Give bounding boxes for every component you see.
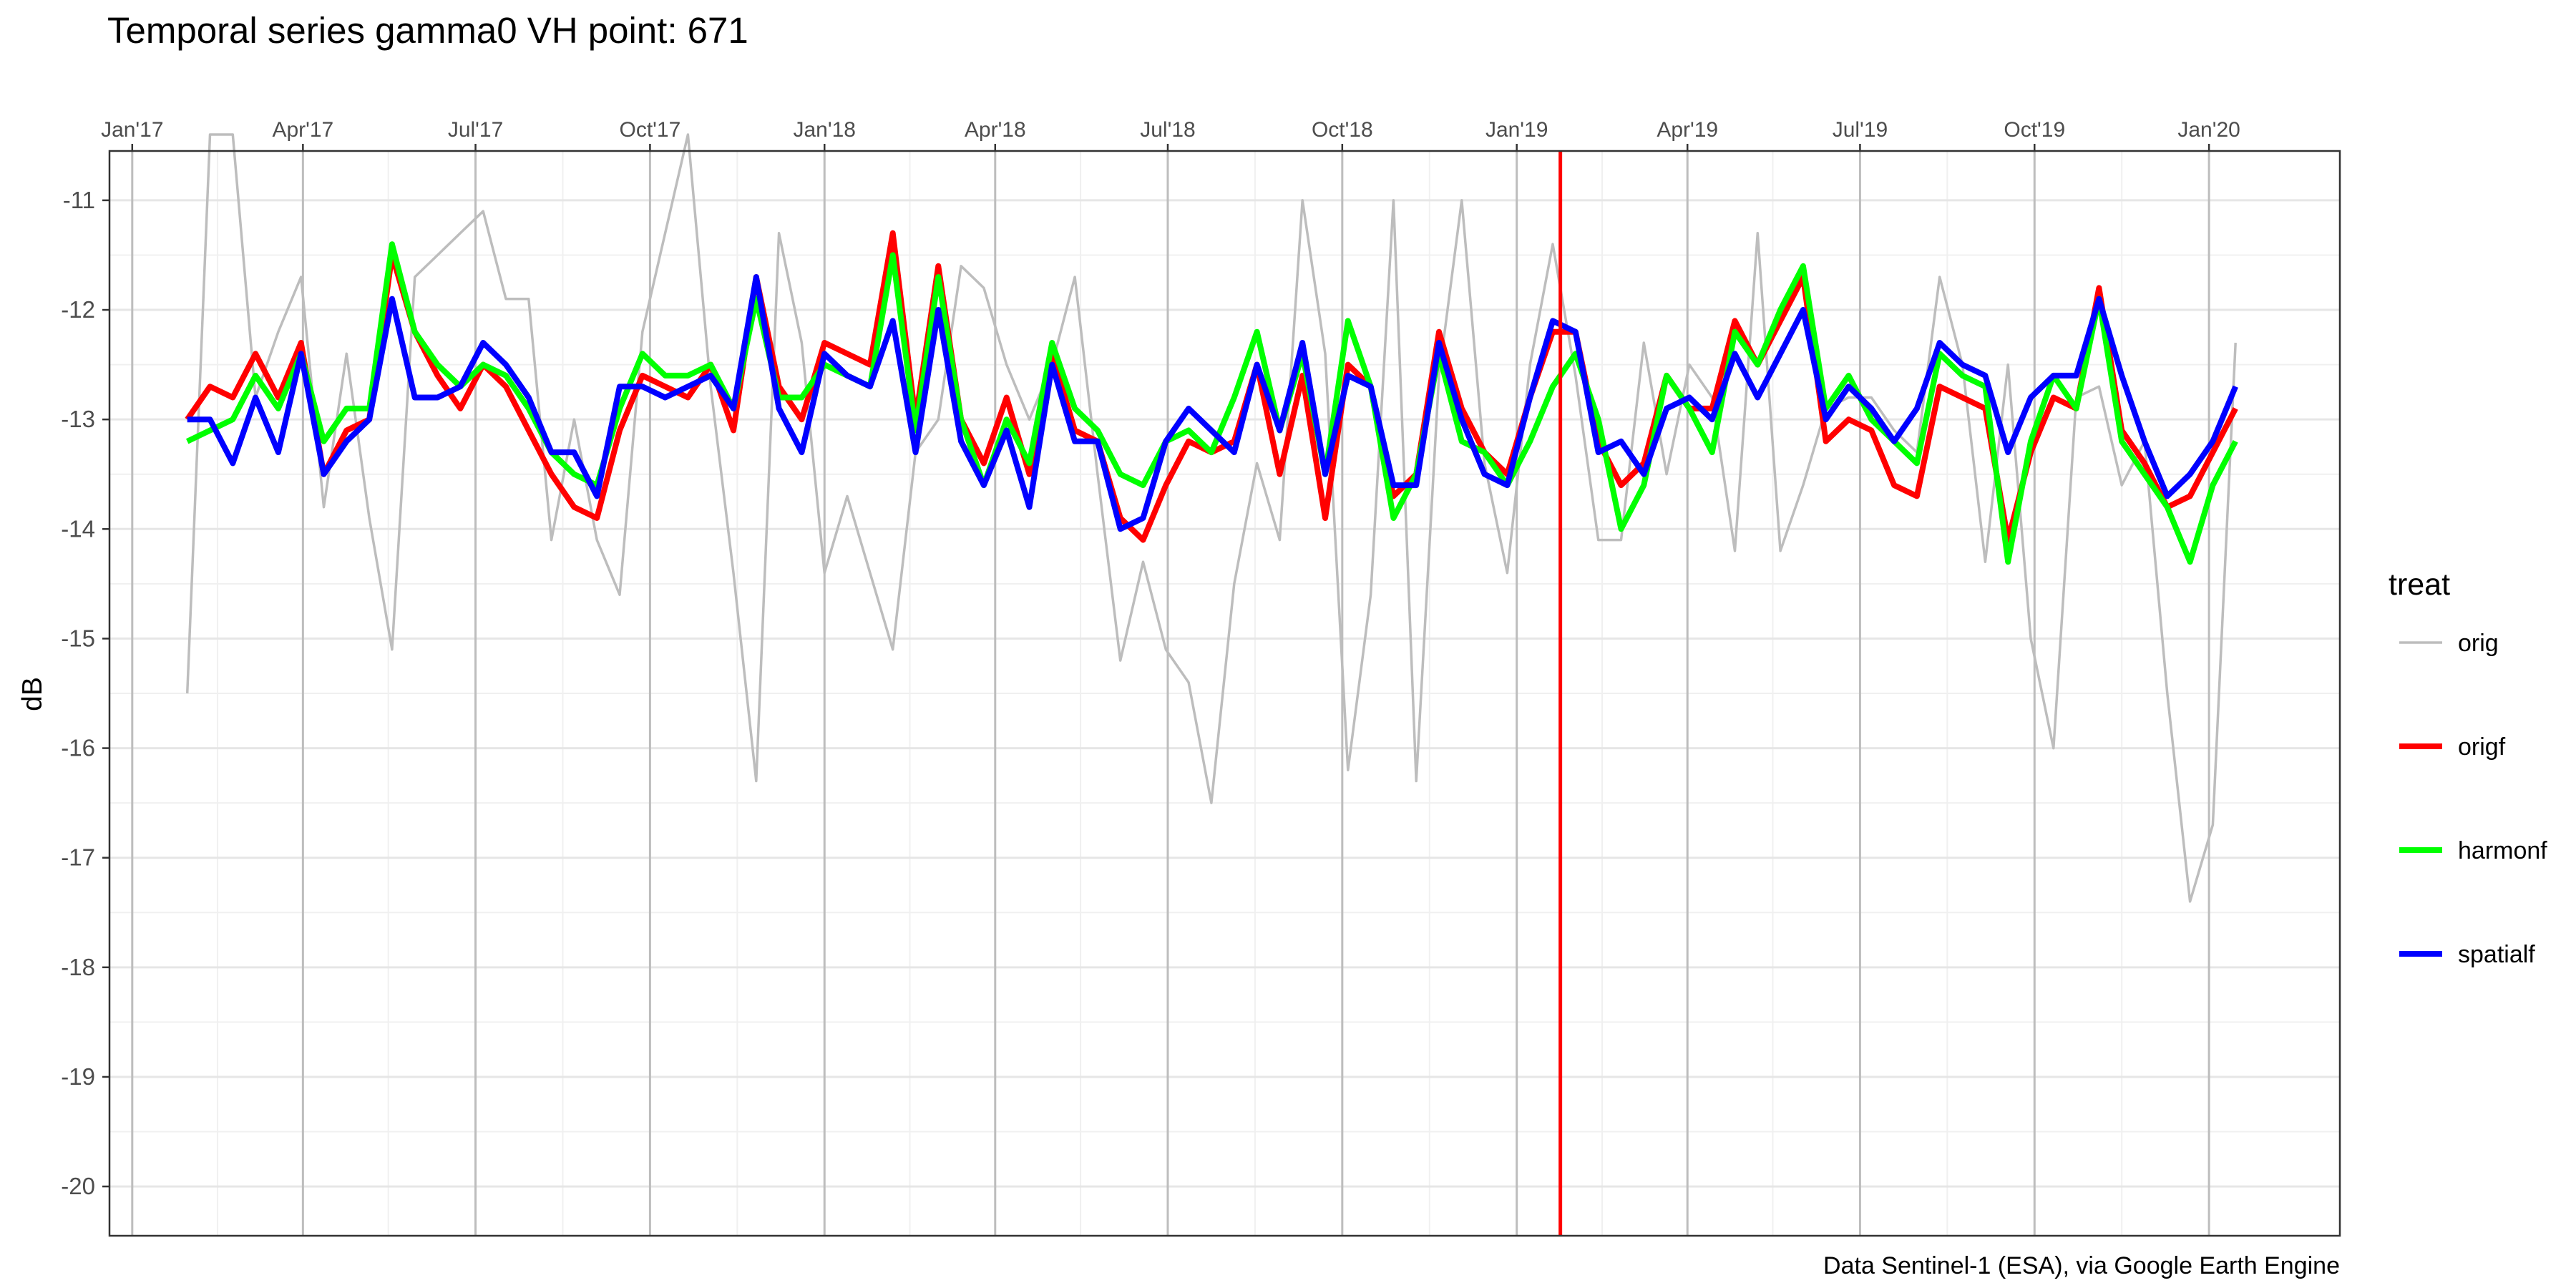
series-harmonf — [185, 241, 2238, 565]
y-tick-label: -16 — [61, 735, 95, 761]
x-tick-label: Jul'18 — [1140, 118, 1195, 142]
x-axis: Jan'17 Apr'17 Jul'17 Oct'17 Jan'18 Apr'18 Jul'… — [101, 118, 2240, 151]
legend-label-origf: origf — [2458, 733, 2506, 761]
x-tick-label: Apr'19 — [1657, 118, 1718, 142]
panel-border — [108, 150, 2341, 1237]
series-line-orig — [185, 133, 2237, 903]
x-tick-label: Oct'19 — [2004, 118, 2065, 142]
y-axis: -11 -12 -13 -14 -15 -16 -17 -18 -19 -20 — [61, 187, 109, 1199]
x-tick-label: Apr'18 — [965, 118, 1026, 142]
series-spatialf — [187, 274, 2238, 532]
y-tick-label: -11 — [63, 187, 95, 213]
series-origf — [185, 230, 2238, 543]
x-tick-label: Jan'19 — [1485, 118, 1548, 142]
y-tick-label: -17 — [61, 844, 95, 871]
x-tick-label: Oct'17 — [620, 118, 681, 142]
legend-label-harmonf: harmonf — [2458, 837, 2547, 864]
y-tick-label: -15 — [61, 625, 95, 651]
y-axis-title: dB — [17, 677, 48, 711]
x-tick-label: Apr'17 — [272, 118, 333, 142]
legend-label-spatialf: spatialf — [2458, 941, 2535, 968]
x-tick-label: Jan'18 — [794, 118, 856, 142]
y-tick-label: -13 — [61, 406, 95, 432]
x-tick-label: Jul'19 — [1833, 118, 1888, 142]
series-line-origf — [185, 230, 2238, 543]
caption: Data Sentinel-1 (ESA), via Google Earth … — [1823, 1252, 2340, 1279]
legend-label-orig: orig — [2458, 630, 2499, 657]
legend: treat orig origf harmonf spatialf — [2389, 567, 2547, 968]
series-layer — [185, 133, 2238, 903]
y-tick-label: -18 — [61, 954, 95, 980]
grid-minor — [109, 151, 2340, 1236]
y-tick-label: -14 — [61, 515, 95, 542]
x-tick-label: Jul'17 — [448, 118, 503, 142]
y-tick-label: -19 — [61, 1063, 95, 1090]
x-tick-label: Oct'18 — [1312, 118, 1373, 142]
series-line-harmonf — [185, 241, 2238, 565]
series-orig — [185, 133, 2237, 903]
y-tick-label: -12 — [61, 296, 95, 323]
y-tick-label: -20 — [61, 1173, 95, 1199]
x-tick-label: Jan'17 — [101, 118, 163, 142]
grid-major — [109, 151, 2340, 1236]
legend-title: treat — [2389, 567, 2450, 602]
chart-title: Temporal series gamma0 VH point: 671 — [107, 10, 748, 51]
x-tick-label: Jan'20 — [2177, 118, 2240, 142]
